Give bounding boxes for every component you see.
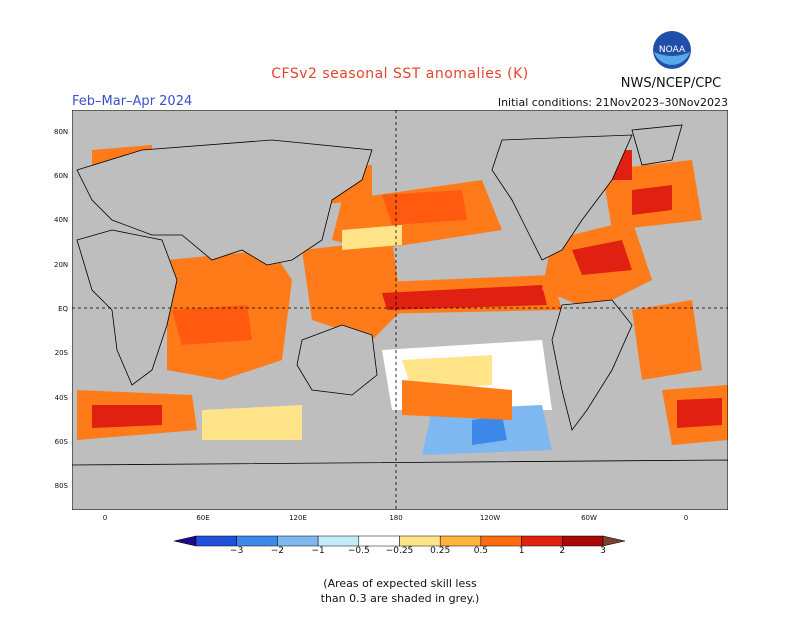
- lat-label: 60S: [54, 438, 68, 446]
- lon-label: 120E: [289, 514, 307, 522]
- lon-label: 60E: [196, 514, 210, 522]
- colorbar-segment: [399, 535, 441, 547]
- colorbar-segment: [562, 535, 604, 547]
- skill-note-line2: than 0.3 are shaded in grey.): [320, 592, 480, 605]
- colorbar-max-arrow: [602, 535, 626, 547]
- lon-label: 0: [102, 514, 108, 522]
- color-bar: [173, 533, 626, 553]
- season-label: Feb–Mar–Apr 2024: [72, 94, 193, 109]
- chart-title: CFSv2 seasonal SST anomalies (K): [271, 66, 529, 82]
- agency-label: NWS/NCEP/CPC: [620, 76, 722, 91]
- skill-note-line1: (Areas of expected skill less: [323, 577, 477, 590]
- lat-label: 40S: [54, 394, 68, 402]
- logo-text: NOAA: [659, 45, 686, 55]
- continent-outlines: [71, 124, 729, 511]
- colorbar-tick-label: −3: [230, 546, 244, 556]
- colorbar-segment: [317, 535, 360, 547]
- lon-label: 120W: [479, 514, 501, 522]
- lat-label: 20N: [54, 261, 69, 269]
- colorbar-tick-label: 1: [518, 546, 525, 556]
- colorbar-segment: [439, 535, 482, 547]
- colorbar-tick-label: −0.5: [347, 546, 370, 556]
- sst-anomaly-map: [71, 109, 729, 511]
- colorbar-segment: [521, 535, 563, 547]
- colorbar-tick-label: −2: [270, 546, 285, 556]
- colorbar-tick-label: −0.25: [385, 546, 414, 556]
- noaa-logo: NOAA: [652, 30, 692, 70]
- colorbar-segment: [195, 535, 237, 547]
- colorbar-segment: [358, 535, 400, 547]
- lat-label: EQ: [58, 305, 68, 313]
- colorbar-tick-label: 0.25: [430, 546, 451, 556]
- lon-label: 0: [683, 514, 689, 522]
- colorbar-segment: [236, 535, 278, 547]
- lon-label: 60W: [581, 514, 597, 522]
- initial-conditions: Initial conditions: 21Nov2023–30Nov2023: [497, 96, 728, 109]
- lat-label: 60N: [54, 172, 69, 180]
- colorbar-tick-label: 3: [600, 546, 606, 556]
- lat-label: 40N: [54, 216, 69, 224]
- lat-label: 80S: [54, 482, 68, 490]
- colorbar-segment: [277, 535, 319, 547]
- colorbar-tick-label: 2: [559, 546, 566, 556]
- colorbar-min-arrow: [173, 535, 197, 547]
- lon-label: 180: [389, 514, 403, 522]
- anomaly-fields: [77, 145, 728, 455]
- colorbar-tick-label: −1: [311, 546, 325, 556]
- skill-note: (Areas of expected skill less than 0.3 a…: [0, 576, 800, 606]
- lat-label: 80N: [54, 128, 69, 136]
- colorbar-tick-label: 0.5: [473, 546, 489, 556]
- lat-label: 20S: [54, 349, 68, 357]
- colorbar-segment: [480, 535, 522, 547]
